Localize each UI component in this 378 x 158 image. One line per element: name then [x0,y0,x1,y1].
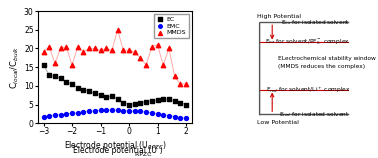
EC [149,100,155,102]
EC [40,64,46,67]
Text: RPZC: RPZC [79,152,151,157]
MMDS [69,64,75,67]
EMC [149,112,155,114]
EMC [57,113,64,116]
EMC [40,115,46,118]
EMC [46,115,52,117]
MMDS [46,45,52,48]
EC [52,75,58,78]
EMC [109,109,115,111]
Text: Electrode potential (U: Electrode potential (U [73,146,157,155]
EC [172,100,178,102]
EMC [183,117,189,119]
EMC [132,110,138,112]
EMC [92,110,98,112]
Text: E$_{red}$ for solvent/Li$^+$ complex: E$_{red}$ for solvent/Li$^+$ complex [265,85,350,94]
EMC [115,109,121,111]
EC [132,103,138,105]
Legend: EC, EMC, MMDS: EC, EMC, MMDS [154,14,189,38]
MMDS [86,47,92,50]
Text: ): ) [67,146,163,155]
EMC [137,110,143,112]
EMC [143,111,149,113]
EMC [155,113,161,115]
EMC [172,115,178,118]
EC [92,92,98,95]
X-axis label: Electrode potential (U$_{RPZC}$): Electrode potential (U$_{RPZC}$) [64,139,166,152]
EC [166,98,172,100]
MMDS [40,51,46,53]
MMDS [143,64,149,67]
MMDS [126,49,132,52]
Text: ELectrochemical stability window: ELectrochemical stability window [279,56,376,61]
MMDS [132,51,138,53]
EC [81,88,87,91]
MMDS [98,49,104,52]
MMDS [115,28,121,31]
MMDS [172,75,178,78]
EC [109,95,115,98]
Y-axis label: C$_{local}$/C$_{bulk}$: C$_{local}$/C$_{bulk}$ [9,46,21,89]
EC [137,101,143,104]
EMC [81,111,87,113]
EC [98,94,104,96]
EMC [177,116,183,119]
MMDS [103,47,109,50]
MMDS [120,49,126,52]
EMC [120,109,126,112]
MMDS [75,45,81,48]
EMC [166,115,172,117]
Text: (MMDS reduces the complex): (MMDS reduces the complex) [279,64,366,69]
EC [86,90,92,93]
EC [155,99,161,101]
EMC [63,113,69,115]
EC [126,103,132,106]
MMDS [149,45,155,48]
MMDS [177,83,183,85]
EC [160,98,166,100]
EMC [75,112,81,114]
EC [57,77,64,80]
EMC [52,114,58,116]
EMC [103,109,109,111]
EMC [86,110,92,112]
EC [115,98,121,100]
EC [183,103,189,106]
MMDS [166,47,172,50]
MMDS [81,51,87,53]
EMC [126,110,132,112]
EC [75,86,81,89]
Text: E$_{red}$ for isolated solvent: E$_{red}$ for isolated solvent [279,110,350,119]
MMDS [52,62,58,65]
MMDS [109,49,115,52]
MMDS [183,83,189,85]
EC [177,101,183,104]
Text: Low Potential: Low Potential [257,120,299,125]
EC [120,101,126,104]
EMC [98,109,104,111]
Text: E$_{ox}$ for solvent/PF$_6^-$ complex: E$_{ox}$ for solvent/PF$_6^-$ complex [265,38,350,47]
EC [63,81,69,83]
MMDS [155,43,161,46]
MMDS [160,64,166,67]
EMC [160,113,166,116]
MMDS [63,45,69,48]
EC [143,100,149,103]
EC [69,83,75,85]
EC [46,73,52,76]
MMDS [137,57,143,59]
EC [103,96,109,98]
EMC [69,112,75,114]
Text: High Potential: High Potential [257,14,301,19]
Text: E$_{ox}$ for isolated solvent: E$_{ox}$ for isolated solvent [281,18,350,27]
MMDS [92,47,98,50]
MMDS [57,47,64,50]
